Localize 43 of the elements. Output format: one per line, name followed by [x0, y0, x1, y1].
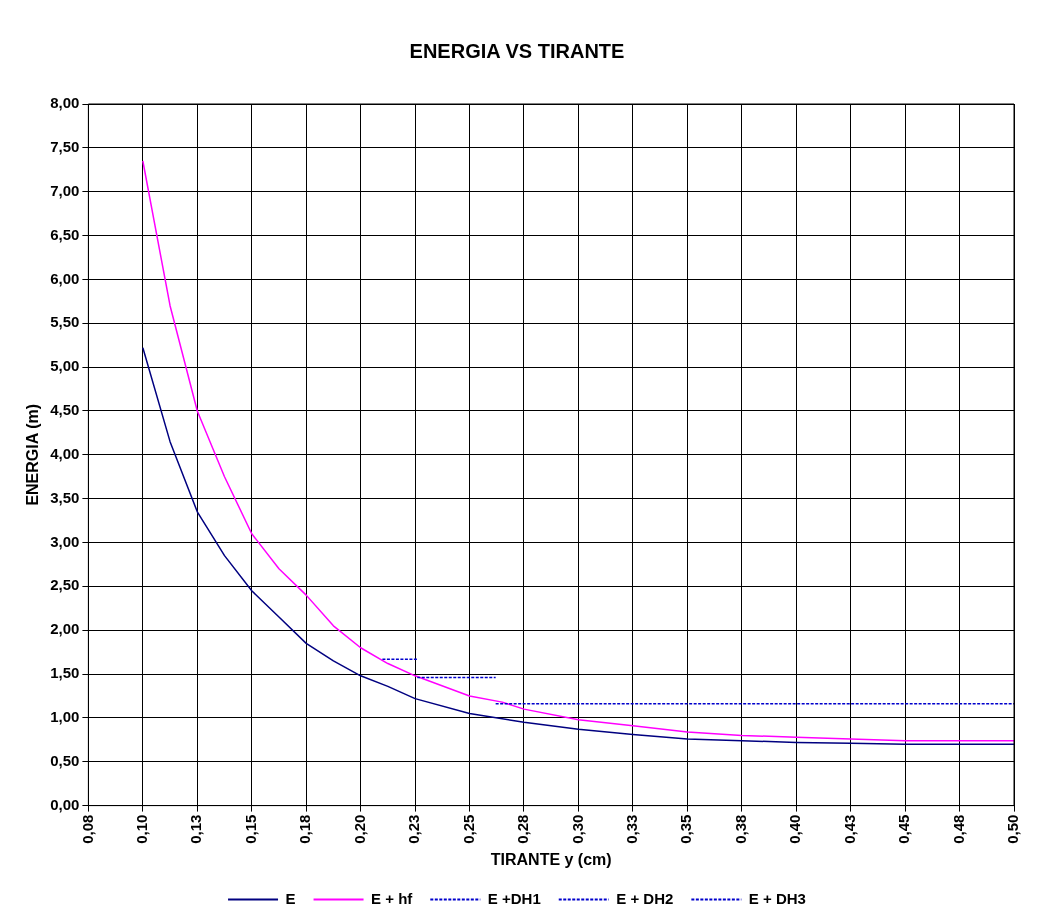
x-tick-label: 0,25: [459, 814, 477, 844]
x-tick-label: 0,48: [949, 814, 967, 844]
legend-label: E + DH2: [616, 889, 674, 907]
x-tick-label: 0,15: [241, 814, 259, 844]
y-tick-label: 7,00: [50, 181, 80, 199]
y-tick-label: 1,00: [50, 708, 80, 726]
y-tick-label: 3,50: [50, 488, 80, 506]
y-tick-label: 2,00: [50, 620, 80, 638]
y-tick-label: 7,50: [50, 137, 80, 155]
y-tick-label: 3,00: [50, 532, 80, 550]
chart-title: ENERGIA VS TIRANTE: [409, 39, 625, 62]
x-axis-title: TIRANTE y (cm): [490, 850, 612, 868]
x-tick-label: 0,45: [895, 814, 913, 844]
y-tick-label: 4,00: [50, 444, 80, 462]
x-tick-label: 0,28: [514, 814, 532, 844]
x-tick-label: 0,43: [840, 814, 858, 844]
y-tick-label: 6,00: [50, 269, 80, 287]
y-tick-label: 0,00: [50, 795, 80, 813]
legend-label: E + DH3: [748, 889, 806, 907]
x-tick-label: 0,20: [350, 814, 368, 844]
x-tick-label: 0,30: [568, 814, 586, 844]
y-tick-label: 5,00: [50, 357, 80, 375]
y-tick-label: 6,50: [50, 225, 80, 243]
y-tick-label: 5,50: [50, 313, 80, 331]
x-tick-label: 0,33: [623, 814, 641, 844]
y-tick-label: 1,50: [50, 664, 80, 682]
x-tick-label: 0,23: [405, 814, 423, 844]
y-tick-label: 0,50: [50, 751, 80, 769]
y-axis-title: ENERGIA (m): [24, 403, 42, 506]
x-tick-label: 0,08: [78, 814, 96, 844]
x-tick-label: 0,35: [677, 814, 695, 844]
legend-label: E: [285, 889, 296, 907]
x-tick-label: 0,50: [1004, 814, 1022, 844]
x-tick-label: 0,10: [132, 814, 150, 844]
x-tick-label: 0,40: [786, 814, 804, 844]
legend-label: E + hf: [371, 889, 414, 907]
y-tick-label: 8,00: [50, 94, 80, 112]
y-tick-label: 2,50: [50, 576, 80, 594]
legend-label: E +DH1: [487, 889, 541, 907]
x-tick-label: 0,13: [187, 814, 205, 844]
y-tick-label: 4,50: [50, 401, 80, 419]
x-tick-label: 0,38: [731, 814, 749, 844]
x-tick-label: 0,18: [296, 814, 314, 844]
